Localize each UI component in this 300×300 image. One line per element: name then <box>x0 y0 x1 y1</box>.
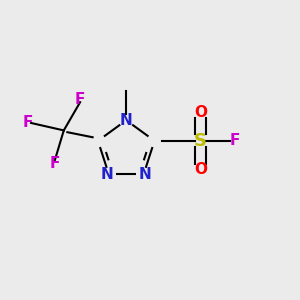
Text: O: O <box>194 105 207 120</box>
Text: N: N <box>139 167 152 182</box>
Text: O: O <box>194 162 207 177</box>
Text: F: F <box>230 133 240 148</box>
Text: S: S <box>194 132 207 150</box>
Text: F: F <box>50 156 60 171</box>
Text: F: F <box>22 116 33 130</box>
Text: N: N <box>101 167 114 182</box>
Text: N: N <box>120 113 133 128</box>
Text: F: F <box>75 92 85 107</box>
